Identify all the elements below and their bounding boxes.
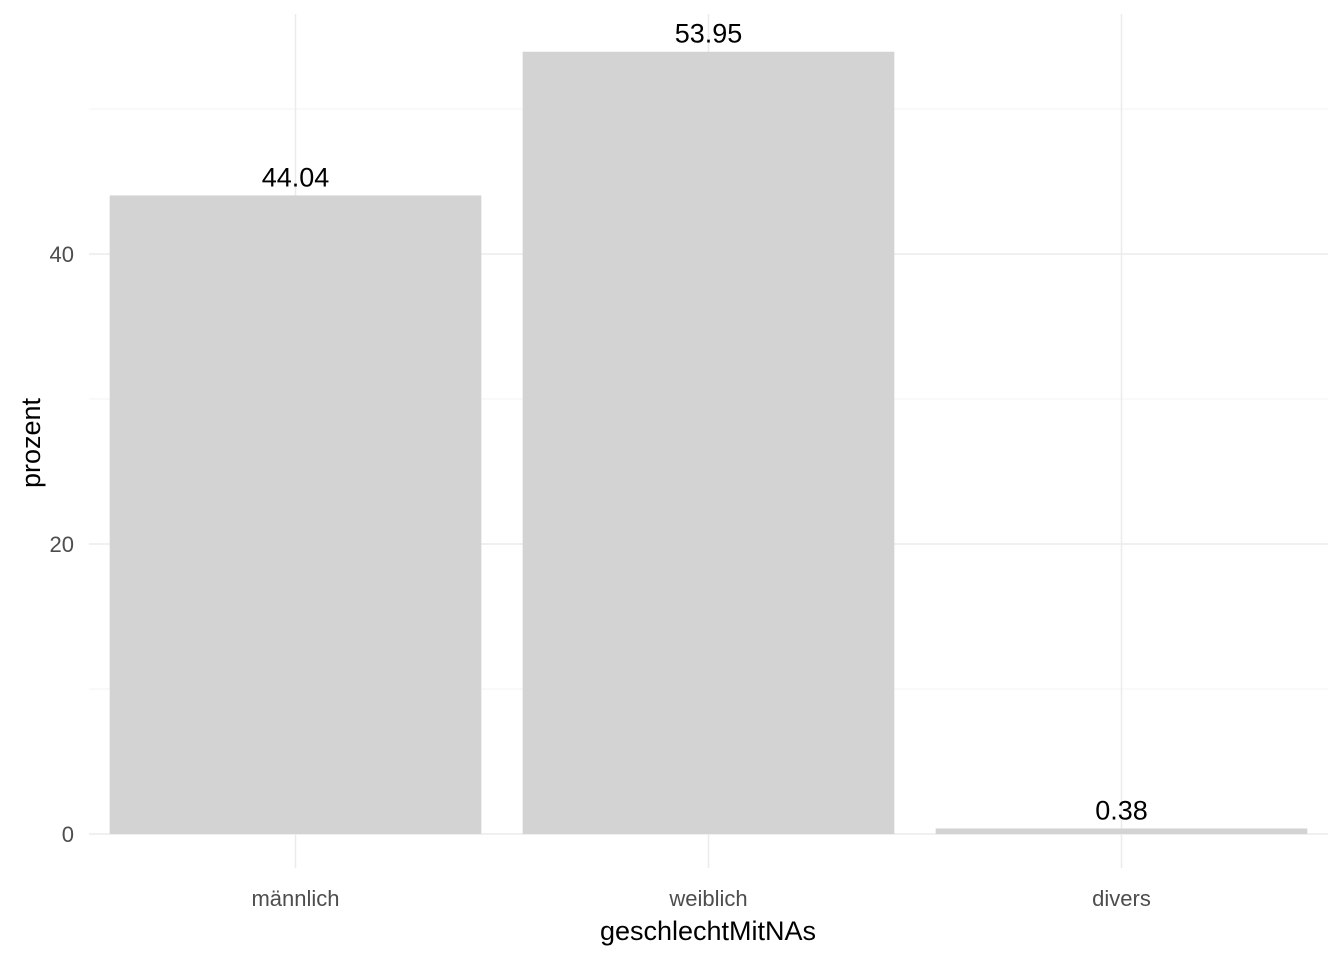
x-tick-label: männlich [251,886,339,911]
bar-1 [109,195,482,835]
y-tick-label: 0 [62,822,74,847]
y-tick-label: 40 [50,242,74,267]
x-tick-label: divers [1092,886,1151,911]
x-axis-title: geschlechtMitNAs [600,916,816,946]
tick-labels: 0 20 40 männlich weiblich divers [50,242,1151,911]
data-labels: 44.04 53.95 0.38 [262,19,1148,826]
value-label: 44.04 [262,162,330,192]
bars [109,51,1308,835]
y-tick-label: 20 [50,532,74,557]
bar-3 [935,828,1308,834]
bar-2 [522,51,895,835]
x-tick-label: weiblich [668,886,747,911]
value-label: 0.38 [1095,795,1148,825]
y-axis-title: prozent [16,397,46,488]
value-label: 53.95 [675,19,743,49]
